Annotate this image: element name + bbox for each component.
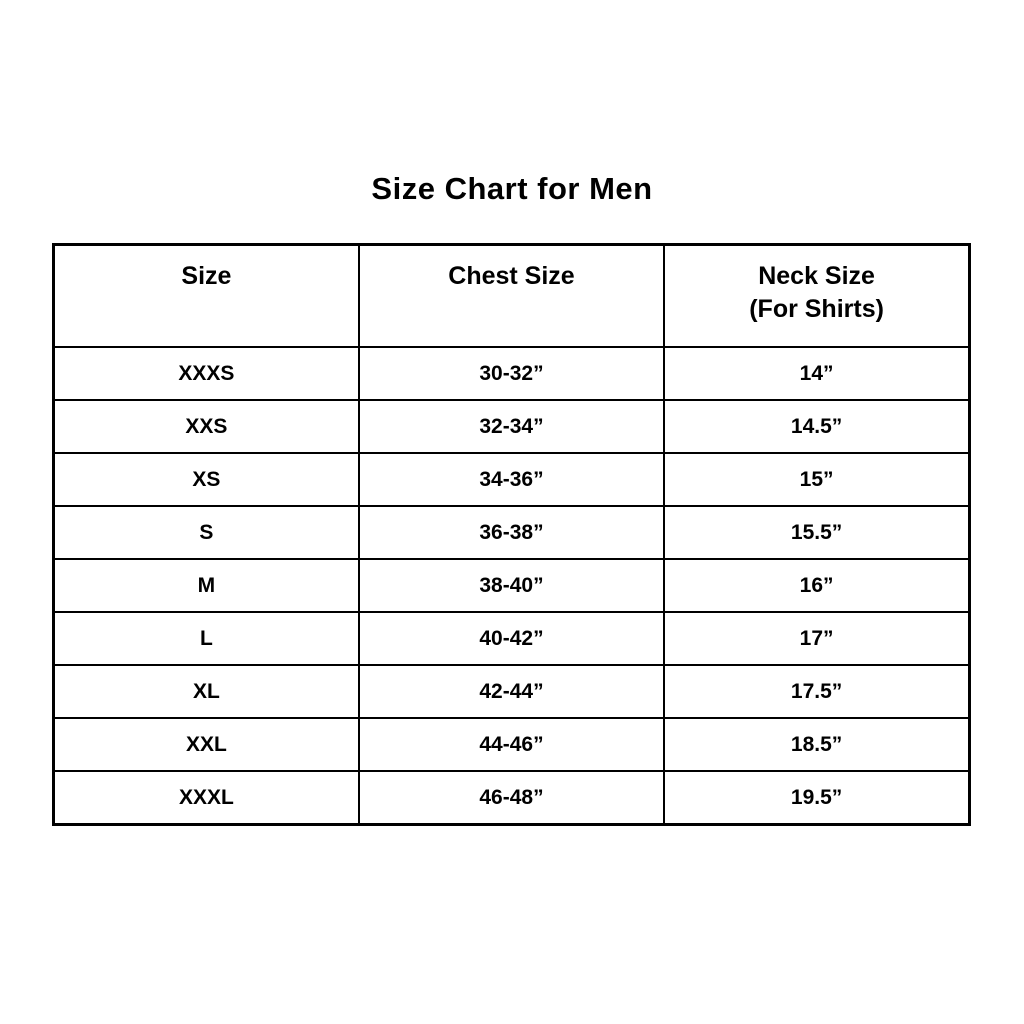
table-header-row: Size Chest Size Neck Size (For Shirts)	[52, 243, 971, 348]
cell-size: M	[52, 558, 360, 613]
cell-neck: 14.5”	[663, 399, 971, 454]
cell-size: XS	[52, 452, 360, 507]
table-row-xs: XS 34-36” 15”	[52, 452, 971, 507]
cell-neck: 18.5”	[663, 717, 971, 772]
cell-size: L	[52, 611, 360, 666]
cell-chest: 34-36”	[357, 452, 666, 507]
column-header-chest-size-label: Chest Size	[448, 262, 575, 290]
size-chart-table: Size Chest Size Neck Size (For Shirts) X…	[52, 243, 971, 826]
cell-neck: 15”	[663, 452, 971, 507]
column-header-size-label: Size	[181, 262, 232, 290]
cell-neck: 14”	[663, 346, 971, 401]
table-row-xxxs: XXXS 30-32” 14”	[52, 346, 971, 401]
column-header-neck-size-label: Neck Size	[758, 262, 875, 290]
table-row-s: S 36-38” 15.5”	[52, 505, 971, 560]
cell-neck: 15.5”	[663, 505, 971, 560]
cell-chest: 38-40”	[357, 558, 666, 613]
cell-neck: 19.5”	[663, 770, 971, 826]
table-row-xl: XL 42-44” 17.5”	[52, 664, 971, 719]
cell-chest: 44-46”	[357, 717, 666, 772]
cell-chest: 40-42”	[357, 611, 666, 666]
cell-size: XL	[52, 664, 360, 719]
table-row-xxxl: XXXL 46-48” 19.5”	[52, 770, 971, 826]
table-row-m: M 38-40” 16”	[52, 558, 971, 613]
column-header-neck-size: Neck Size (For Shirts)	[663, 243, 971, 348]
table-head: Size Chest Size Neck Size (For Shirts)	[52, 243, 971, 348]
table-row-xxl: XXL 44-46” 18.5”	[52, 717, 971, 772]
cell-chest: 30-32”	[357, 346, 666, 401]
table-body: XXXS 30-32” 14” XXS 32-34” 14.5” XS 34-3…	[52, 346, 971, 826]
table-row-l: L 40-42” 17”	[52, 611, 971, 666]
cell-chest: 32-34”	[357, 399, 666, 454]
cell-size: XXXL	[52, 770, 360, 826]
page-title: Size Chart for Men	[371, 171, 653, 206]
cell-chest: 42-44”	[357, 664, 666, 719]
column-header-neck-size-sublabel: (For Shirts)	[749, 295, 884, 323]
cell-neck: 17”	[663, 611, 971, 666]
cell-size: S	[52, 505, 360, 560]
cell-chest: 46-48”	[357, 770, 666, 826]
cell-size: XXXS	[52, 346, 360, 401]
cell-neck: 16”	[663, 558, 971, 613]
table-row-xxs: XXS 32-34” 14.5”	[52, 399, 971, 454]
cell-neck: 17.5”	[663, 664, 971, 719]
cell-size: XXS	[52, 399, 360, 454]
column-header-chest-size: Chest Size	[357, 243, 666, 348]
cell-size: XXL	[52, 717, 360, 772]
column-header-size: Size	[52, 243, 360, 348]
cell-chest: 36-38”	[357, 505, 666, 560]
